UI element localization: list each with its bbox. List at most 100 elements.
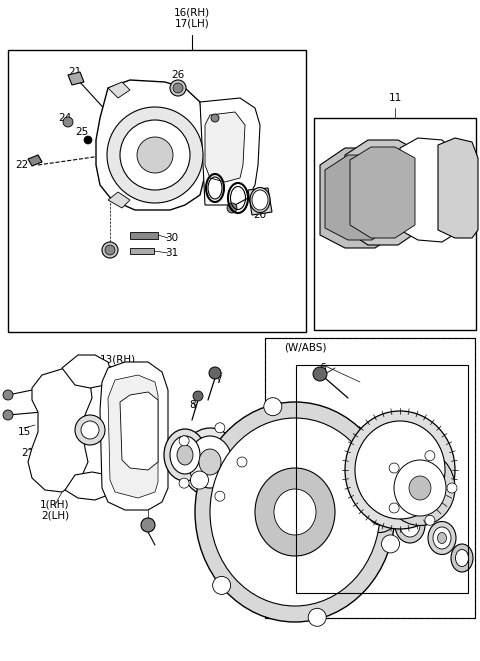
Ellipse shape [188, 436, 232, 488]
Circle shape [447, 483, 457, 493]
Bar [130, 232, 158, 239]
Polygon shape [28, 368, 92, 492]
Polygon shape [205, 112, 245, 182]
Circle shape [193, 391, 203, 401]
Circle shape [360, 447, 372, 459]
Polygon shape [345, 140, 420, 245]
Polygon shape [325, 155, 388, 240]
Polygon shape [96, 80, 205, 210]
Text: 27: 27 [22, 448, 35, 458]
Circle shape [264, 398, 282, 416]
Circle shape [209, 367, 221, 379]
Ellipse shape [177, 445, 193, 465]
Text: 24: 24 [59, 113, 72, 123]
Ellipse shape [451, 544, 473, 572]
Circle shape [75, 415, 105, 445]
Circle shape [102, 242, 118, 258]
Polygon shape [108, 82, 130, 98]
Text: 4: 4 [419, 523, 425, 533]
Polygon shape [62, 355, 112, 388]
Circle shape [179, 436, 189, 446]
Text: 7: 7 [292, 425, 298, 435]
Ellipse shape [433, 527, 451, 549]
Ellipse shape [250, 188, 270, 212]
Circle shape [81, 421, 99, 439]
Ellipse shape [428, 522, 456, 555]
Polygon shape [68, 72, 84, 85]
Circle shape [389, 463, 399, 473]
Polygon shape [320, 148, 395, 248]
Polygon shape [108, 192, 130, 208]
Ellipse shape [355, 421, 445, 519]
Text: 1(RH)
2(LH): 1(RH) 2(LH) [40, 499, 70, 521]
Text: 3: 3 [444, 533, 451, 543]
Text: 7: 7 [215, 375, 221, 385]
Ellipse shape [252, 190, 268, 210]
Circle shape [107, 107, 203, 203]
Ellipse shape [385, 451, 455, 525]
Circle shape [84, 136, 92, 144]
Circle shape [389, 503, 399, 513]
Text: 31: 31 [166, 248, 179, 258]
Text: 5: 5 [175, 450, 181, 460]
Circle shape [215, 423, 225, 433]
Ellipse shape [361, 488, 399, 533]
Ellipse shape [255, 468, 335, 556]
Ellipse shape [195, 402, 395, 622]
Text: 30: 30 [166, 233, 179, 243]
Ellipse shape [400, 513, 420, 537]
Circle shape [237, 457, 247, 467]
Polygon shape [100, 362, 168, 510]
Ellipse shape [164, 429, 206, 481]
Circle shape [137, 137, 173, 173]
Circle shape [191, 471, 208, 489]
Circle shape [179, 478, 189, 488]
Text: 23: 23 [207, 180, 221, 190]
Text: 13(RH)
14(LH): 13(RH) 14(LH) [100, 354, 136, 376]
Circle shape [313, 367, 327, 381]
Ellipse shape [181, 428, 239, 496]
Circle shape [425, 516, 435, 525]
Text: 6: 6 [204, 543, 211, 553]
Circle shape [3, 390, 13, 400]
Text: 11: 11 [388, 93, 402, 103]
Text: 9: 9 [402, 500, 408, 510]
Circle shape [213, 576, 231, 594]
Ellipse shape [170, 436, 200, 474]
Ellipse shape [395, 507, 425, 543]
Bar [130, 248, 154, 254]
Circle shape [382, 535, 399, 553]
Ellipse shape [274, 489, 316, 535]
Ellipse shape [368, 495, 393, 525]
Ellipse shape [437, 533, 446, 543]
Ellipse shape [409, 476, 431, 500]
Polygon shape [200, 98, 260, 205]
Polygon shape [108, 375, 158, 498]
Circle shape [63, 117, 73, 127]
Bar [8, 50, 306, 332]
Polygon shape [65, 472, 115, 500]
Ellipse shape [456, 549, 468, 566]
Circle shape [360, 430, 377, 447]
Ellipse shape [199, 449, 221, 475]
Text: 15: 15 [17, 427, 31, 437]
Polygon shape [120, 392, 158, 470]
Text: 16(RH)
17(LH): 16(RH) 17(LH) [174, 7, 210, 29]
Text: 10: 10 [456, 553, 468, 563]
Ellipse shape [210, 418, 380, 606]
Circle shape [120, 120, 190, 190]
Circle shape [170, 80, 186, 96]
Text: 8: 8 [190, 400, 196, 410]
Polygon shape [438, 138, 478, 238]
Text: 22: 22 [15, 160, 29, 170]
Text: 26: 26 [101, 247, 115, 257]
Text: 18: 18 [231, 190, 245, 200]
Text: 6: 6 [320, 363, 326, 373]
Circle shape [425, 451, 435, 461]
Circle shape [308, 608, 326, 627]
Circle shape [3, 410, 13, 420]
Text: 20: 20 [253, 210, 266, 220]
Bar [296, 365, 468, 593]
Text: 26: 26 [171, 70, 185, 80]
Circle shape [215, 491, 225, 501]
